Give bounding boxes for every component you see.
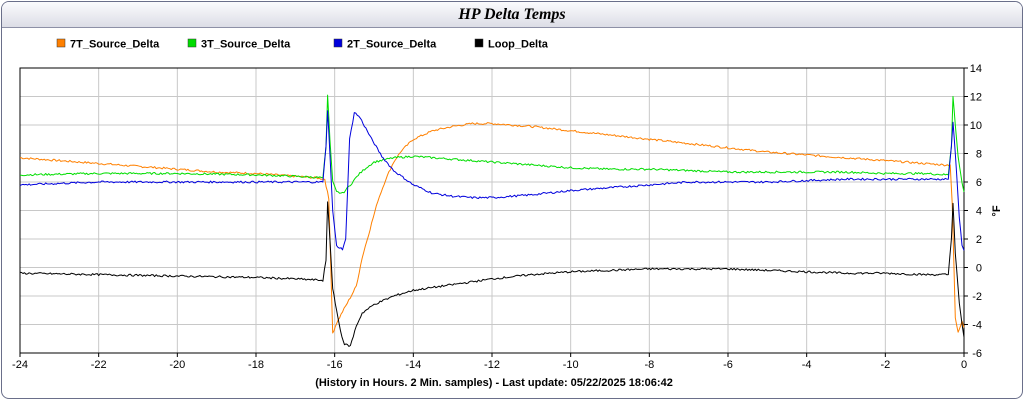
y-tick-label: 12: [970, 92, 982, 104]
series-line-7t-source-delta: [20, 122, 965, 334]
x-axis-label: (History in Hours. 2 Min. samples) - Las…: [315, 377, 673, 389]
legend-label: 7T_Source_Delta: [70, 39, 160, 51]
legend-swatch: [333, 38, 343, 48]
legend-label: 2T_Source_Delta: [347, 39, 437, 51]
x-tick-label: -24: [12, 359, 28, 371]
y-axis-label: °F: [991, 205, 1003, 216]
y-tick-label: 6: [976, 177, 982, 189]
x-tick-label: -8: [644, 359, 654, 371]
x-axis: -24 -22 -20 -18 -16 -14 -12 -10 -8 -6 -4 -2 0: [12, 353, 967, 371]
x-tick-label: -14: [405, 359, 421, 371]
y-tick-label: 0: [976, 263, 982, 275]
x-tick-label: -18: [248, 359, 264, 371]
y-tick-label: -4: [972, 320, 982, 332]
y-tick-label: 14: [970, 63, 982, 75]
series-line-loop-delta: [19, 201, 965, 347]
y-tick-label: 4: [976, 206, 982, 218]
title-bar: HP Delta Temps: [2, 2, 1022, 28]
legend-swatch: [474, 38, 484, 48]
grid: [20, 68, 964, 353]
legend-swatch: [187, 38, 197, 48]
x-tick-label: -4: [802, 359, 812, 371]
legend-label: Loop_Delta: [488, 39, 549, 51]
legend-swatch: [56, 38, 66, 48]
y-tick-label: 10: [970, 120, 982, 132]
x-tick-label: -6: [723, 359, 733, 371]
y-tick-label: -6: [972, 348, 982, 360]
y-tick-label: -2: [972, 291, 982, 303]
y-axis: 14 12 10 8 6 4 2 0 -2 -4 -6: [964, 63, 982, 360]
y-tick-label: 2: [976, 234, 982, 246]
legend: 7T_Source_Delta 3T_Source_Delta 2T_Source_…: [56, 38, 549, 51]
x-tick-label: -2: [880, 359, 890, 371]
legend-label: 3T_Source_Delta: [201, 39, 291, 51]
x-tick-label: -22: [91, 359, 107, 371]
x-tick-label: -20: [169, 359, 185, 371]
series-line-3t-source-delta: [19, 94, 965, 194]
x-tick-label: -12: [484, 359, 500, 371]
series-line-2t-source-delta: [19, 110, 965, 251]
chart-title: HP Delta Temps: [458, 6, 566, 23]
x-tick-label: -16: [327, 359, 343, 371]
y-tick-label: 8: [976, 149, 982, 161]
series-layer: [19, 94, 965, 347]
x-tick-label: -10: [563, 359, 579, 371]
x-tick-label: 0: [961, 359, 967, 371]
